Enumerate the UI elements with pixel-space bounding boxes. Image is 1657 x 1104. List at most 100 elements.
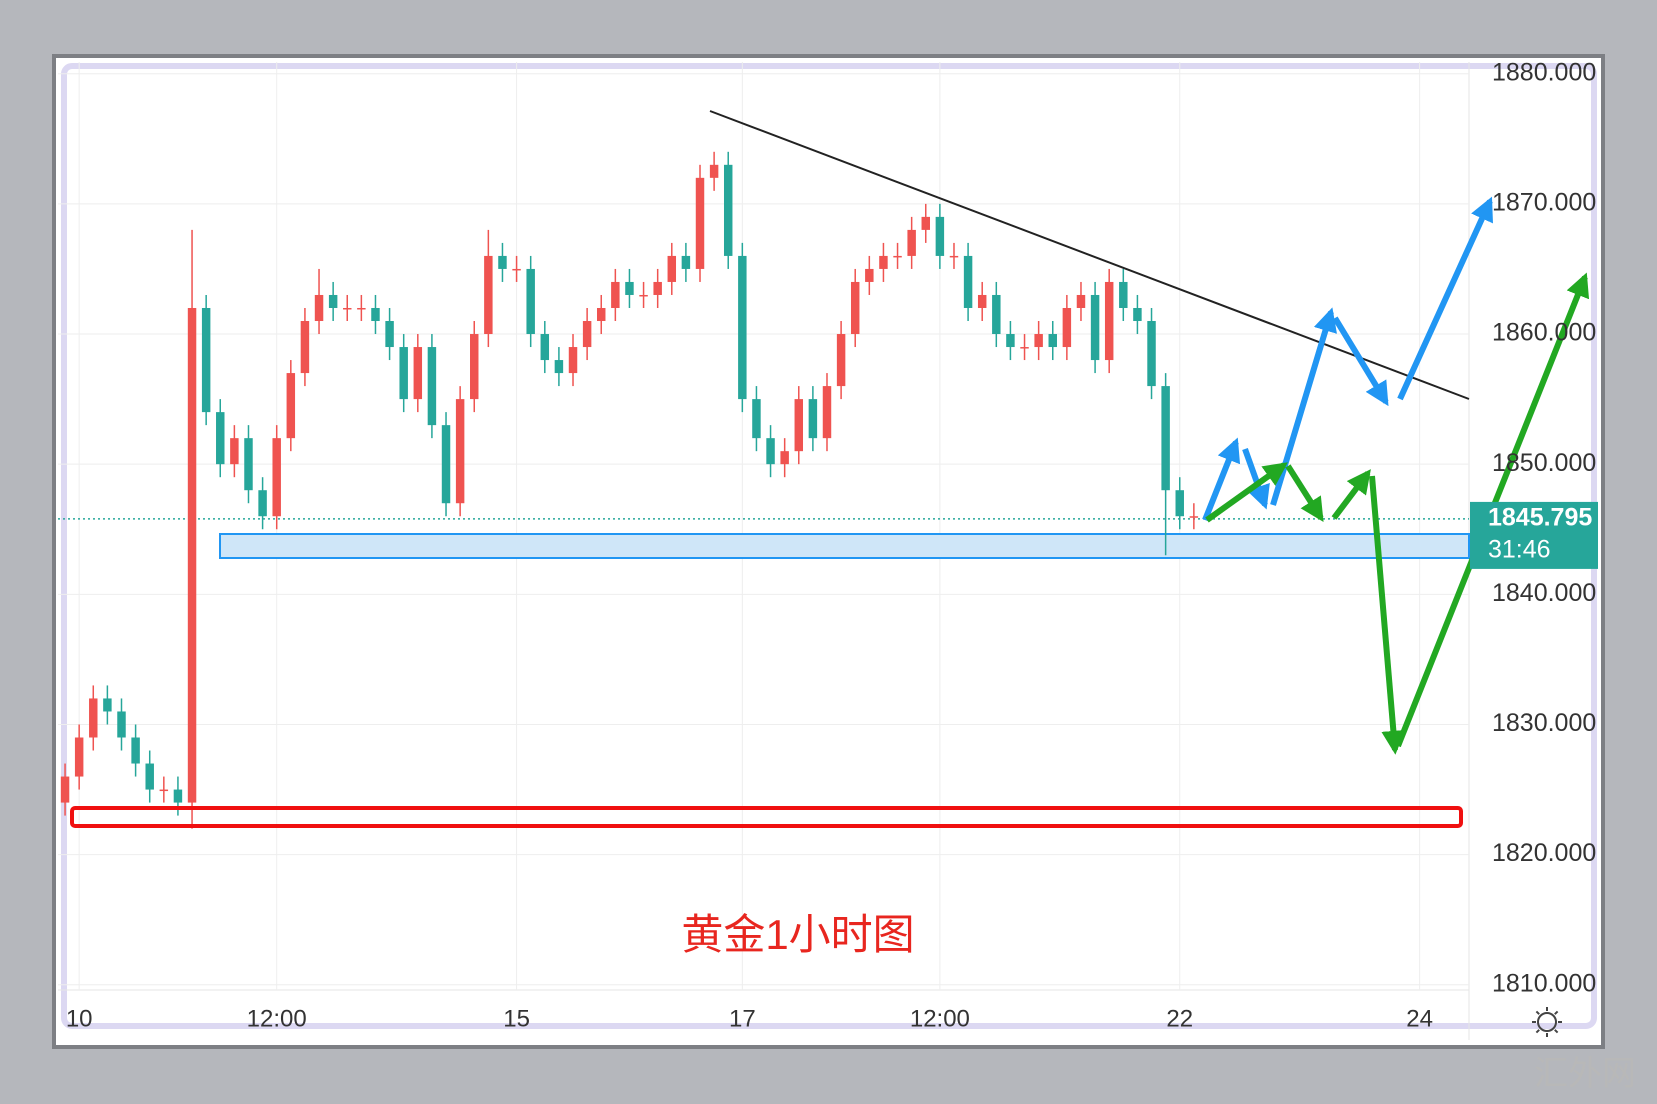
last-price-label: 1845.795	[1488, 504, 1592, 532]
candle-body	[540, 334, 550, 361]
candle-body	[526, 268, 535, 335]
candle-body	[1133, 307, 1142, 322]
candle-body	[399, 347, 408, 400]
x-tick-label: 12:00	[247, 1005, 307, 1032]
x-tick-label: 17	[729, 1005, 756, 1032]
candle-body	[131, 737, 140, 764]
y-tick-label: 1810.000	[1492, 969, 1596, 997]
y-tick-label: 1860.000	[1492, 319, 1596, 347]
candle-body	[1006, 334, 1015, 348]
candle-body	[597, 307, 606, 322]
candle-body	[611, 281, 620, 308]
candles	[60, 151, 1199, 829]
candle-body	[173, 789, 183, 803]
arrow	[1202, 437, 1241, 522]
candle-body	[498, 255, 507, 269]
arrow	[1369, 475, 1406, 755]
arrow	[1331, 469, 1371, 520]
arrow	[1332, 316, 1389, 407]
candle-body	[300, 321, 310, 374]
candle-body	[103, 698, 112, 712]
candle-body	[512, 268, 521, 271]
candle-body	[484, 255, 493, 335]
x-tick-label: 10	[66, 1005, 93, 1032]
candle-body	[1119, 281, 1128, 308]
candle-body	[850, 281, 860, 335]
candle-body	[709, 164, 719, 178]
candle-body	[145, 763, 154, 790]
candle-body	[836, 334, 846, 387]
candle-body	[949, 255, 959, 258]
y-tick-label: 1830.000	[1492, 709, 1596, 737]
candle-body	[554, 360, 564, 374]
candle-body	[907, 229, 916, 256]
candle-body	[695, 177, 705, 269]
y-tick-label: 1820.000	[1492, 839, 1596, 867]
candle-body	[455, 399, 465, 504]
candle-body	[258, 490, 267, 517]
candle-body	[286, 373, 296, 439]
candle-body	[752, 399, 761, 439]
candle-body	[1161, 386, 1170, 491]
candle-body	[470, 334, 479, 400]
candle-body	[441, 425, 451, 504]
candle-body	[653, 281, 662, 295]
red-zone	[70, 806, 1463, 828]
candle-body	[1020, 347, 1029, 349]
chart-annotation: 黄金1小时图	[681, 911, 914, 958]
candle-body	[230, 438, 239, 465]
candle-body	[977, 294, 987, 308]
candle-body	[89, 698, 98, 738]
arrow	[1242, 447, 1270, 510]
candle-body	[314, 294, 324, 322]
x-tick-label: 12:00	[910, 1005, 970, 1032]
candle-body	[808, 399, 818, 439]
candle-body	[117, 711, 126, 738]
watermark: 汇外网	[1534, 1054, 1636, 1094]
candle-body	[738, 255, 747, 400]
candle-body	[822, 386, 832, 439]
candle-body	[667, 255, 677, 282]
candle-body	[216, 412, 225, 465]
candle-body	[60, 776, 70, 803]
arrow	[1397, 196, 1493, 401]
candle-body	[935, 216, 945, 256]
candle-body	[328, 294, 338, 308]
candle-body	[1048, 334, 1057, 348]
candle-body	[780, 451, 789, 465]
candle-body	[201, 307, 211, 413]
candle-body	[992, 294, 1001, 335]
candle-body	[681, 255, 691, 269]
candle-body	[244, 438, 253, 491]
candle-body	[766, 438, 775, 465]
settings-icon[interactable]	[1532, 1007, 1562, 1037]
candle-body	[385, 321, 394, 348]
candle-body	[343, 307, 352, 310]
candle-body	[1034, 334, 1043, 348]
candle-body	[639, 294, 648, 297]
support-zone	[219, 533, 1470, 559]
candle-body	[1104, 281, 1114, 361]
candle-body	[568, 347, 578, 374]
candle-body	[1076, 294, 1086, 308]
trend-line	[709, 110, 1470, 400]
arrow	[1205, 462, 1288, 523]
candle-body	[1147, 321, 1156, 387]
candle-body	[582, 321, 592, 348]
candle-body	[1189, 516, 1199, 518]
candle-body	[723, 164, 733, 256]
candle-body	[865, 268, 874, 282]
candle-body	[1062, 307, 1072, 348]
last-price-box	[1470, 501, 1598, 569]
candle-body	[794, 399, 804, 452]
x-tick-label: 15	[503, 1005, 530, 1032]
candle-body	[921, 216, 930, 230]
candle-body	[272, 438, 281, 517]
x-tick-label: 24	[1406, 1005, 1433, 1032]
candle-body	[893, 255, 902, 258]
candle-body	[1175, 490, 1184, 517]
candle-body	[413, 347, 423, 400]
candle-body	[879, 255, 888, 269]
